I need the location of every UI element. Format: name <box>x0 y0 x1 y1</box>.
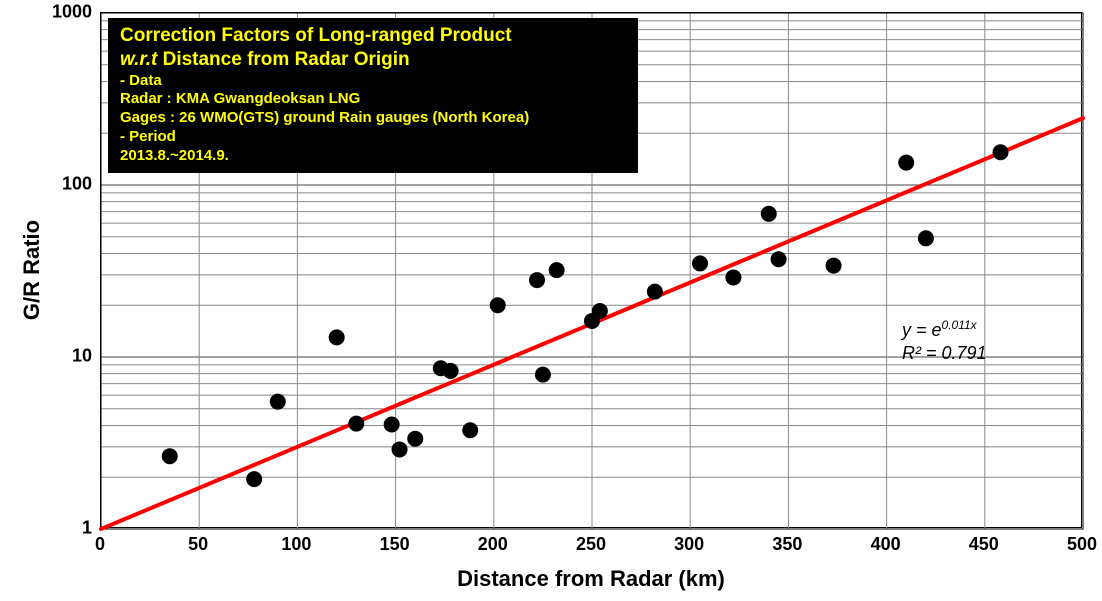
chart-container: G/R Ratio Distance from Radar (km) Corre… <box>0 0 1102 601</box>
x-tick-label: 0 <box>95 534 105 555</box>
info-title-line2-rest: Distance from Radar Origin <box>157 49 409 70</box>
y-tick-label: 1 <box>50 518 92 539</box>
x-tick-label: 400 <box>871 534 901 555</box>
fit-eq-sup: 0.011x <box>942 318 977 332</box>
info-title-line2: w.r.t Distance from Radar Origin <box>120 48 626 72</box>
y-tick-label: 1000 <box>50 2 92 23</box>
info-line-0: - Data <box>120 72 626 91</box>
fit-equation-line2: R² = 0.791 <box>902 342 987 365</box>
x-tick-label: 50 <box>188 534 208 555</box>
chart-info-box: Correction Factors of Long-ranged Produc… <box>108 18 638 173</box>
x-tick-label: 450 <box>969 534 999 555</box>
x-tick-label: 250 <box>576 534 606 555</box>
fit-equation-line1: y = e0.011x <box>902 318 987 342</box>
info-title-line1: Correction Factors of Long-ranged Produc… <box>120 24 626 48</box>
x-tick-label: 100 <box>281 534 311 555</box>
fit-eq-pre: y = e <box>902 320 942 340</box>
info-line-4: 2013.8.~2014.9. <box>120 147 626 166</box>
info-line-2: Gages : 26 WMO(GTS) ground Rain gauges (… <box>120 109 626 128</box>
info-title-line2-prefix: w.r.t <box>120 49 157 70</box>
x-tick-label: 200 <box>478 534 508 555</box>
y-tick-label: 100 <box>50 174 92 195</box>
x-tick-label: 150 <box>380 534 410 555</box>
x-tick-label: 300 <box>674 534 704 555</box>
fit-equation-text: y = e0.011x R² = 0.791 <box>902 318 987 366</box>
x-tick-label: 350 <box>772 534 802 555</box>
y-tick-label: 10 <box>50 346 92 367</box>
x-tick-label: 500 <box>1067 534 1097 555</box>
y-axis-label: G/R Ratio <box>19 220 45 320</box>
info-line-3: - Period <box>120 128 626 147</box>
x-axis-label: Distance from Radar (km) <box>457 566 725 592</box>
info-line-1: Radar : KMA Gwangdeoksan LNG <box>120 90 626 109</box>
